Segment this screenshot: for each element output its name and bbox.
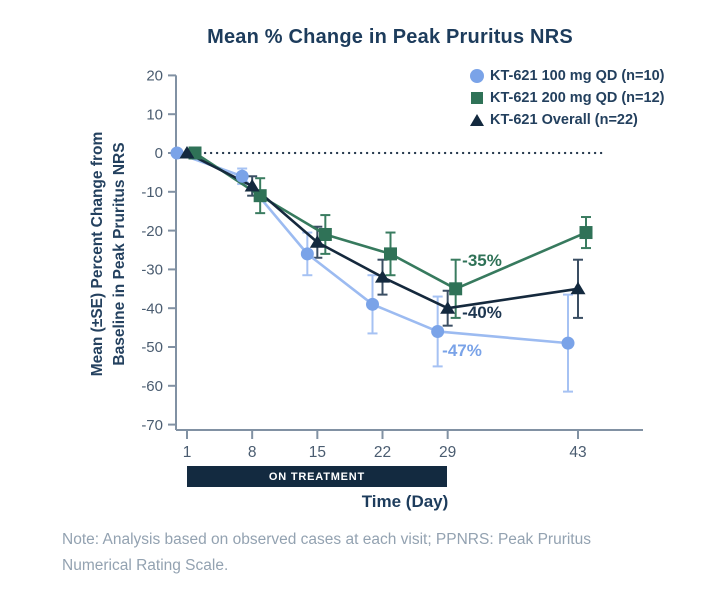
x-axis-label: Time (Day) <box>361 492 449 511</box>
legend-item-100mg: KT-621 100 mg QD (n=10) <box>470 66 664 86</box>
on-treatment-bar: ON TREATMENT <box>187 466 447 487</box>
y-tick-label: 20 <box>146 68 163 85</box>
value-annotation: -40% <box>462 303 502 322</box>
y-axis-label: Mean (±SE) Percent Change from Baseline … <box>87 64 133 444</box>
data-point <box>300 247 314 261</box>
error-bars-triangle <box>247 175 583 327</box>
x-tick-label: 29 <box>439 444 456 461</box>
chart-title: Mean % Change in Peak Pruritus NRS <box>207 26 573 48</box>
data-point <box>383 247 397 261</box>
series-markers-circle <box>170 146 575 350</box>
y-tick-label: -40 <box>141 300 163 317</box>
square-marker-icon <box>471 92 483 104</box>
triangle-marker-icon <box>470 114 484 126</box>
legend-item-200mg: KT-621 200 mg QD (n=12) <box>470 88 664 108</box>
chart-legend: KT-621 100 mg QD (n=10) KT-621 200 mg QD… <box>470 66 664 130</box>
y-axis-label-line2: Baseline in Peak Pruritus NRS <box>111 142 128 366</box>
y-axis-label-line1: Mean (±SE) Percent Change from <box>89 131 106 377</box>
y-tick-label: -70 <box>141 417 163 434</box>
data-point <box>365 297 379 311</box>
x-tick-label: 43 <box>569 444 586 461</box>
data-point <box>170 146 184 160</box>
x-tick-label: 15 <box>309 444 326 461</box>
data-point <box>309 235 325 248</box>
footnote-line2: Numerical Rating Scale. <box>62 557 229 574</box>
value-annotation: -47% <box>442 341 482 360</box>
y-tick-label: -50 <box>141 339 163 356</box>
footnote-line1: Note: Analysis based on observed cases a… <box>62 531 591 548</box>
data-point <box>579 226 593 240</box>
legend-label-overall: KT-621 Overall (n=22) <box>490 112 638 128</box>
series-line-circle <box>176 151 569 345</box>
data-point <box>561 336 575 350</box>
y-tick-label: 0 <box>155 145 163 162</box>
x-tick-label: 1 <box>183 444 192 461</box>
value-annotation: -35% <box>462 251 502 270</box>
series-markers-triangle <box>179 146 586 314</box>
x-tick-label: 22 <box>374 444 391 461</box>
data-point <box>318 227 332 241</box>
y-tick-label: 10 <box>146 106 163 123</box>
data-point <box>253 189 267 203</box>
circle-marker-icon <box>470 69 484 83</box>
data-point <box>449 282 463 296</box>
data-point <box>440 301 456 314</box>
series-markers-square <box>188 146 593 296</box>
legend-label-200mg: KT-621 200 mg QD (n=12) <box>490 90 665 106</box>
y-tick-label: -30 <box>141 262 163 279</box>
x-tick-label: 8 <box>248 444 257 461</box>
legend-item-overall: KT-621 Overall (n=22) <box>470 110 664 130</box>
data-point <box>570 281 586 295</box>
legend-label-100mg: KT-621 100 mg QD (n=10) <box>490 68 665 84</box>
footnote: Note: Analysis based on observed cases a… <box>62 527 662 579</box>
axes: 20 10 0 -10 -20 -30 -40 -50 -60 -70 1 8 15 22 29 43 <box>141 68 643 461</box>
y-tick-label: -60 <box>141 378 163 395</box>
data-point <box>235 169 249 183</box>
y-tick-label: -20 <box>141 223 163 240</box>
on-treatment-label: ON TREATMENT <box>268 470 366 483</box>
error-bars-circle <box>237 167 573 393</box>
data-point <box>431 324 445 338</box>
data-point <box>179 146 195 159</box>
data-point <box>244 178 260 192</box>
data-point <box>374 270 390 283</box>
y-tick-label: -10 <box>141 184 163 201</box>
